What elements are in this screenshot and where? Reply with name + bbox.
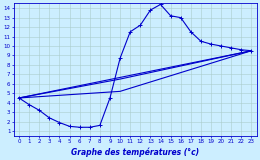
X-axis label: Graphe des températures (°c): Graphe des températures (°c) — [71, 147, 199, 156]
